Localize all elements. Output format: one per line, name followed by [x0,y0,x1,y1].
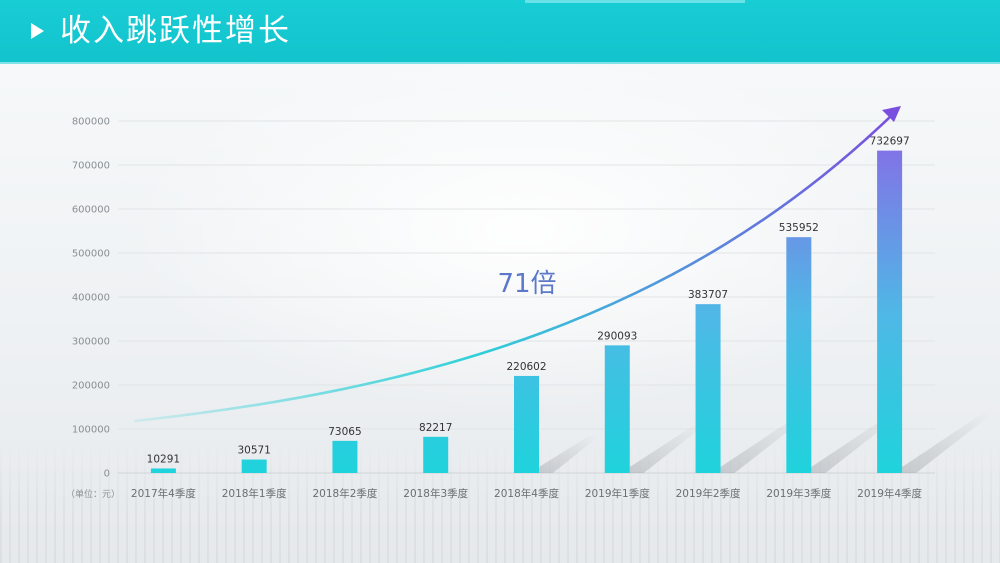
y-tick-label: 500000 [72,249,110,260]
bar [877,150,903,473]
bar [514,375,539,473]
y-tick-label: 700000 [72,161,110,172]
growth-annotation: 71倍 [497,269,556,299]
x-tick-label: 2019年4季度 [857,487,922,500]
header-tab-accent [525,0,745,3]
data-label: 220602 [506,361,546,373]
bar-shadow [539,436,599,473]
data-label: 535952 [779,222,819,234]
x-tick-label: 2018年1季度 [222,487,287,500]
y-tick-label: 300000 [72,337,110,348]
header-bar: 收入跳跃性增长 [0,0,1000,62]
bar [786,237,812,473]
data-label: 82217 [419,422,452,434]
x-tick-label: 2018年2季度 [312,487,377,500]
x-tick-label: 2019年2季度 [676,487,741,500]
x-tick-label: 2017年4季度 [131,487,196,500]
x-tick-label: 2019年3季度 [766,487,831,500]
data-label: 290093 [597,330,637,342]
bar-shadow [902,413,994,473]
data-label: 30571 [237,445,270,457]
y-tick-label: 200000 [72,381,110,392]
bar-shadow [629,424,706,473]
y-tick-label: 100000 [72,425,110,436]
data-label: 383707 [688,289,728,301]
x-tick-label: 2018年4季度 [494,487,559,500]
bar [150,468,176,473]
y-tick-label: 0 [104,469,110,480]
page-title: 收入跳跃性增长 [60,13,291,49]
bar [241,459,267,473]
y-tick-label: 600000 [72,205,110,216]
bar [695,304,721,473]
y-tick-label: 400000 [72,293,110,304]
unit-label: （单位：元） [66,488,120,500]
data-label: 10291 [147,453,180,465]
x-tick-label: 2018年3季度 [403,487,468,500]
trend-arrow-curve [133,112,895,423]
bar [604,345,630,473]
x-tick-label: 2019年1季度 [585,487,650,500]
y-tick-label: 800000 [72,117,110,128]
bar [423,436,449,473]
play-triangle-icon [31,23,44,39]
data-label: 732697 [870,136,910,148]
data-label: 73065 [328,426,361,438]
trend-arrow-head [882,106,901,122]
bar [332,440,358,473]
